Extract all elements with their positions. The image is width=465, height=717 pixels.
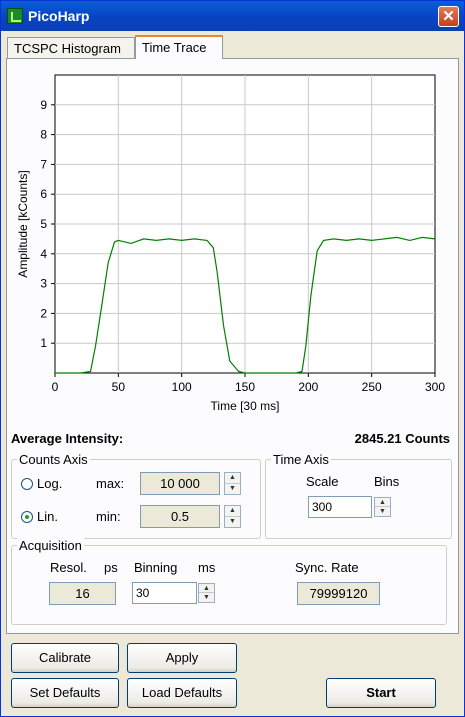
x-tick-label: 100 (172, 380, 192, 394)
bins-label: Bins (374, 474, 400, 489)
resolution-label: Resol. (50, 560, 87, 575)
spin-up-icon[interactable]: ▲ (225, 506, 240, 517)
y-tick-label: 9 (40, 98, 47, 112)
sync-rate-label: Sync. Rate (295, 560, 359, 575)
time-scale-input[interactable]: 300 (308, 496, 372, 518)
binning-input[interactable]: 30 (132, 582, 197, 604)
x-tick-label: 150 (235, 380, 255, 394)
time-axis-group: Time Axis Scale Bins 300 ▲ ▼ (265, 452, 452, 539)
x-tick-label: 50 (112, 380, 126, 394)
min-spinner[interactable]: ▲ ▼ (224, 505, 241, 528)
spin-down-icon[interactable]: ▼ (379, 508, 386, 515)
resolution-value: 16 (49, 582, 116, 605)
sync-rate-value: 79999120 (297, 582, 380, 605)
lin-radio[interactable] (21, 511, 33, 523)
max-spinner[interactable]: ▲ ▼ (224, 472, 241, 495)
y-tick-label: 7 (40, 157, 47, 171)
average-intensity-label: Average Intensity: (11, 431, 124, 446)
y-tick-label: 4 (40, 247, 47, 261)
binning-label: Binning (134, 560, 178, 575)
time-scale-spinner[interactable]: ▲ ▼ (374, 497, 391, 517)
y-tick-label: 2 (40, 306, 47, 320)
spin-down-icon[interactable]: ▼ (229, 484, 236, 492)
counts-axis-title: Counts Axis (17, 452, 90, 467)
log-radio-label: Log. (37, 476, 63, 491)
y-tick-label: 8 (40, 128, 47, 142)
y-axis-label: Amplitude [kCounts] (16, 170, 30, 277)
calibrate-button[interactable]: Calibrate (11, 643, 119, 673)
tab-tcspc-histogram[interactable]: TCSPC Histogram (7, 37, 135, 58)
y-tick-label: 6 (40, 187, 47, 201)
spin-down-icon[interactable]: ▼ (203, 594, 210, 601)
title-bar[interactable]: PicoHarp ✕ (1, 1, 464, 31)
y-tick-label: 3 (40, 277, 47, 291)
average-intensity-value: 2845.21 Counts (354, 431, 450, 446)
spin-up-icon[interactable]: ▲ (225, 473, 240, 484)
close-button[interactable]: ✕ (438, 6, 459, 27)
time-trace-plot: 0 50 100 150 200 250 300 1 2 3 4 5 6 7 8 9 Time [30 ms… (7, 59, 460, 425)
ps-unit-label: ps (104, 560, 118, 575)
ms-unit-label: ms (198, 560, 216, 575)
set-defaults-button[interactable]: Set Defaults (11, 678, 119, 708)
binning-spinner[interactable]: ▲ ▼ (198, 583, 215, 603)
spin-down-icon[interactable]: ▼ (229, 517, 236, 525)
log-radio[interactable] (21, 478, 33, 490)
picoharp-app-icon (7, 8, 23, 24)
min-value-field[interactable]: 0.5 (140, 505, 220, 528)
x-axis-label: Time [30 ms] (211, 399, 280, 413)
apply-button[interactable]: Apply (127, 643, 237, 673)
max-value-field[interactable]: 10 000 (140, 472, 220, 495)
x-tick-label: 250 (362, 380, 382, 394)
amplitude-trace-line (55, 236, 436, 374)
x-tick-label: 300 (425, 380, 445, 394)
acquisition-title: Acquisition (17, 538, 84, 553)
min-label: min: (96, 509, 121, 524)
time-trace-chart: 0 50 100 150 200 250 300 1 2 3 4 5 6 7 8 9 Time [30 ms… (16, 74, 445, 413)
counts-axis-group: Counts Axis Log. Lin. max: 10 000 ▲ ▼ min… (11, 452, 261, 539)
x-tick-label: 200 (298, 380, 318, 394)
lin-radio-label: Lin. (37, 509, 58, 524)
y-tick-label: 5 (40, 217, 47, 231)
spin-up-icon[interactable]: ▲ (199, 584, 214, 593)
y-tick-label: 1 (40, 336, 47, 350)
acquisition-group: Acquisition Resol. ps Binning ms Sync. R… (11, 538, 447, 625)
spin-up-icon[interactable]: ▲ (375, 498, 390, 507)
tab-time-trace[interactable]: Time Trace (135, 35, 223, 59)
window-title: PicoHarp (28, 8, 90, 24)
x-tick-label: 0 (52, 380, 59, 394)
start-button[interactable]: Start (326, 678, 436, 708)
time-axis-title: Time Axis (271, 452, 331, 467)
load-defaults-button[interactable]: Load Defaults (127, 678, 237, 708)
scale-label: Scale (306, 474, 339, 489)
time-trace-panel: 0 50 100 150 200 250 300 1 2 3 4 5 6 7 8 9 Time [30 ms… (6, 58, 459, 634)
max-label: max: (96, 476, 125, 491)
